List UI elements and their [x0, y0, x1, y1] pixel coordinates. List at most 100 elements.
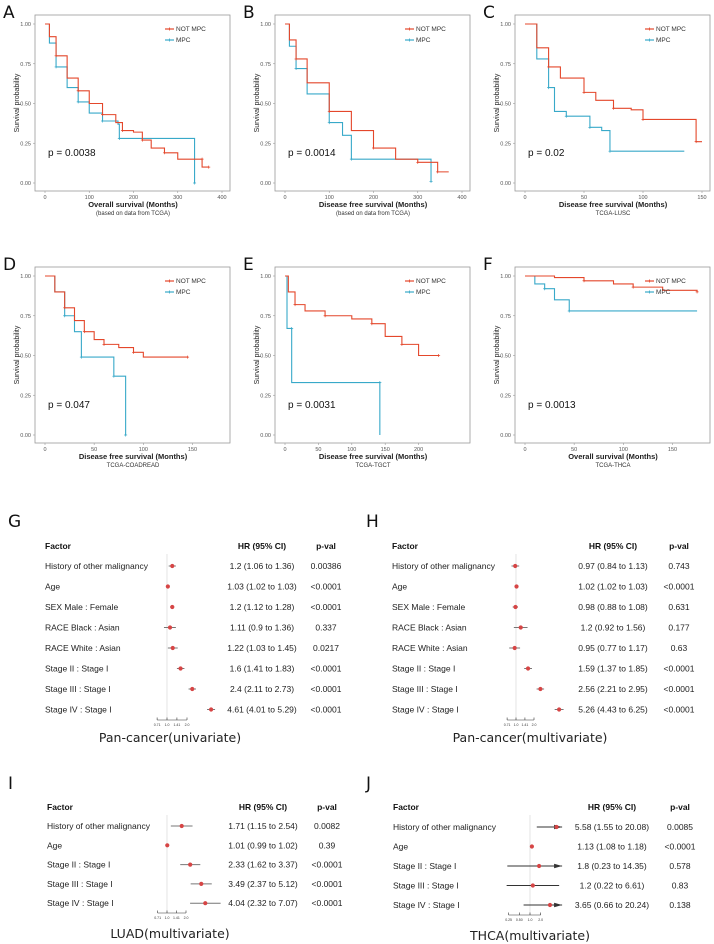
hr-ci-value: 1.6 (1.41 to 1.83) — [230, 664, 295, 674]
km-curve-mpc — [285, 275, 381, 435]
panel-title: Pan-cancer(multivariate) — [453, 730, 608, 745]
censor-mark — [186, 355, 190, 359]
hr-point — [178, 666, 183, 671]
km-panel-c: C 0.00 0.25 0.50 0.75 1.00 0 50 100 150 Survival p… — [483, 3, 711, 217]
x-tick-label: 1.0 — [165, 723, 170, 727]
x-tick-label: 1.0 — [528, 918, 533, 922]
factor-label: History of other malignancy — [392, 561, 496, 571]
x-tick-label: 1.41 — [174, 723, 181, 727]
legend-marker — [168, 27, 171, 31]
hr-point — [203, 901, 208, 906]
hr-point — [179, 823, 184, 829]
hr-point — [554, 824, 559, 830]
plot-frame — [34, 14, 231, 192]
header-pval: p-val — [669, 541, 689, 551]
panel-label: F — [483, 255, 493, 275]
table-row: Age 1.13 (1.08 to 1.18) <0.0001 — [393, 842, 696, 852]
hr-point — [557, 707, 562, 712]
y-tick-label: 0.25 — [20, 393, 31, 399]
censor-mark — [567, 309, 571, 313]
y-tick-label: 0.25 — [500, 141, 511, 147]
table-row: SEX Male : Female 0.98 (0.88 to 1.08) 0.63… — [392, 602, 690, 612]
censor-mark — [349, 157, 353, 161]
x-axis-label: Overall survival (Months) — [568, 452, 658, 461]
y-axis-label: Survival probability — [494, 73, 501, 132]
forest-panel-j: J Factor HR (95% CI) p-val History of other … — [365, 774, 696, 943]
y-tick-label: 0.50 — [260, 102, 271, 108]
factor-label: SEX Male : Female — [45, 602, 118, 612]
table-row: Stage II : Stage I 1.6 (1.41 to 1.83) <0.0… — [45, 664, 342, 674]
x-tick-label: 150 — [668, 447, 677, 453]
caption: (based on data from TCGA) — [96, 211, 170, 217]
hr-point — [536, 863, 542, 869]
hr-ci-value: 1.02 (1.02 to 1.03) — [578, 582, 648, 592]
hr-ci-value: 0.95 (0.77 to 1.17) — [578, 643, 648, 653]
legend-entry: NOT MPC — [416, 278, 446, 285]
panel-label: H — [366, 512, 379, 532]
censor-mark — [547, 86, 551, 90]
hr-point — [513, 604, 518, 610]
header-pval: p-val — [317, 802, 337, 812]
table-row: Stage II : Stage I 2.33 (1.62 to 3.37) <0.… — [47, 860, 343, 870]
y-tick-label: 0.25 — [260, 393, 271, 399]
panel-label: J — [365, 774, 371, 794]
legend-marker — [168, 279, 171, 283]
km-panel-f: F 0.00 0.25 0.50 0.75 1.00 0 50 100 150 Survival p… — [483, 255, 711, 469]
factor-label: Stage III : Stage I — [393, 881, 459, 891]
y-tick-label: 0.00 — [260, 181, 271, 187]
censor-mark — [63, 314, 67, 318]
x-tick-label: 1.41 — [173, 916, 180, 920]
hr-ci-value: 1.03 (1.02 to 1.03) — [227, 582, 297, 592]
y-tick-label: 1.00 — [260, 274, 271, 280]
p-value: <0.0001 — [664, 684, 695, 694]
x-tick-label: 0.50 — [516, 918, 523, 922]
legend-marker — [408, 279, 411, 283]
header-hr: HR (95% CI) — [238, 541, 286, 551]
hr-ci-value: 1.01 (0.99 to 1.02) — [228, 840, 298, 850]
p-value: 0.138 — [669, 900, 691, 910]
panel-label: C — [483, 3, 495, 23]
p-value: p = 0.0013 — [528, 400, 576, 411]
censor-mark — [207, 165, 211, 169]
panel-label: E — [243, 255, 254, 275]
p-value: p = 0.047 — [48, 400, 90, 411]
y-axis-label: Survival probability — [254, 325, 261, 384]
hr-ci-value: 1.13 (1.08 to 1.18) — [577, 842, 647, 852]
factor-label: Stage IV : Stage I — [392, 705, 459, 715]
hr-ci-value: 1.22 (1.03 to 1.45) — [227, 643, 297, 653]
censor-mark — [101, 119, 105, 123]
header-hr: HR (95% CI) — [589, 541, 637, 551]
hr-ci-value: 0.97 (0.84 to 1.13) — [578, 561, 648, 571]
censor-mark — [372, 146, 375, 150]
hr-point — [170, 645, 175, 651]
panel-label: G — [8, 512, 21, 532]
censor-mark — [132, 350, 135, 354]
x-axis-label: Disease free survival (Months) — [319, 452, 428, 461]
header-pval: p-val — [670, 802, 690, 812]
hr-ci-value: 1.2 (0.22 to 6.61) — [580, 881, 645, 891]
censor-mark — [290, 326, 294, 330]
panel-label: D — [3, 255, 16, 275]
factor-label: History of other malignancy — [393, 822, 497, 832]
p-value: 0.39 — [319, 840, 336, 850]
legend-entry: MPC — [656, 289, 671, 296]
x-tick-label: 200 — [129, 195, 138, 201]
censor-mark — [54, 65, 58, 69]
p-value: 0.0085 — [667, 822, 693, 832]
y-tick-label: 0.75 — [260, 62, 271, 68]
km-curve-not-mpc — [45, 275, 188, 358]
hr-ci-value: 1.2 (1.06 to 1.36) — [230, 561, 295, 571]
x-tick-label: 0.25 — [505, 918, 512, 922]
censor-mark — [162, 151, 166, 155]
table-row: RACE White : Asian 0.95 (0.77 to 1.17) 0.6… — [392, 643, 688, 653]
table-row: Stage III : Stage I 2.4 (2.11 to 2.73) <0.… — [45, 684, 342, 694]
hr-ci-value: 1.71 (1.15 to 2.54) — [228, 821, 298, 831]
table-row: SEX Male : Female 1.2 (1.12 to 1.28) <0.00… — [45, 602, 342, 612]
hr-ci-value: 4.04 (2.32 to 7.07) — [228, 898, 298, 908]
panel-title: THCA(multivariate) — [469, 928, 590, 943]
km-curve-not-mpc — [525, 23, 702, 143]
hr-ci-value: 5.58 (1.55 to 20.08) — [575, 822, 649, 832]
hr-ci-value: 1.2 (1.12 to 1.28) — [230, 602, 295, 612]
legend-marker — [408, 290, 411, 294]
factor-label: SEX Male : Female — [392, 602, 465, 612]
